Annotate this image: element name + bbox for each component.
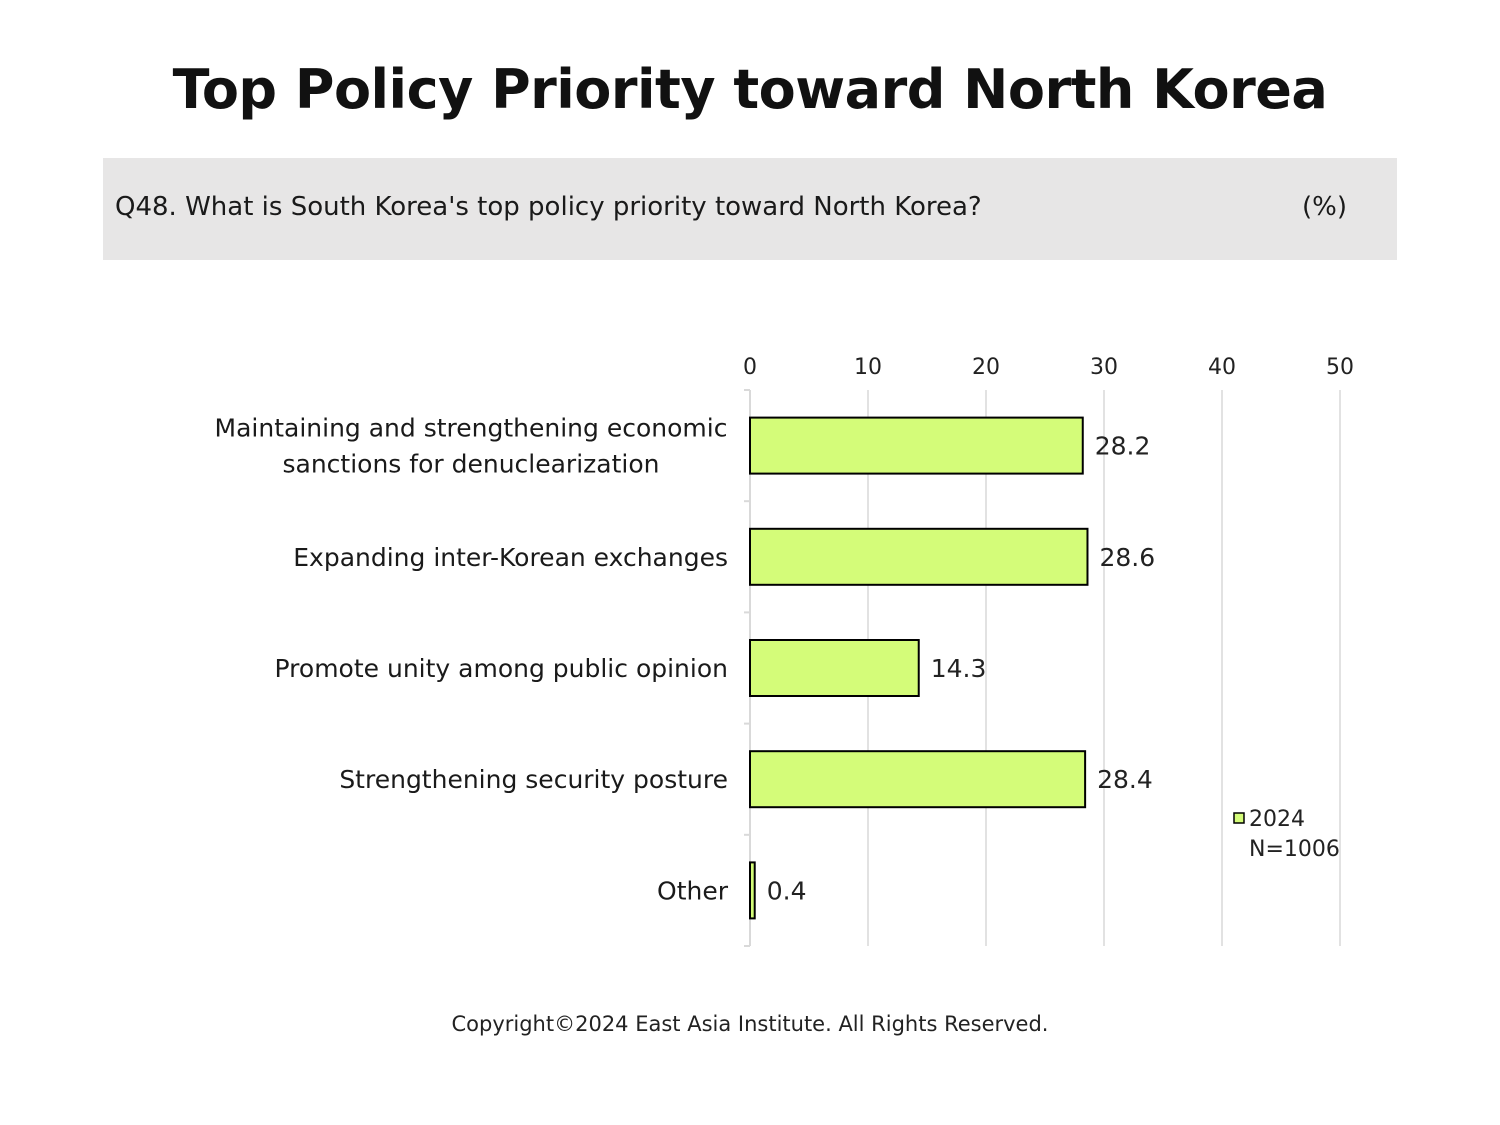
data-label: 28.2 [1095, 432, 1151, 461]
bar [749, 861, 756, 920]
data-label: 28.4 [1097, 765, 1153, 794]
data-label: 14.3 [931, 654, 987, 683]
x-tick-label: 10 [854, 355, 882, 380]
legend-sample-size: N=1006 [1249, 837, 1340, 862]
unit-label: (%) [1302, 192, 1347, 222]
bar [749, 750, 1087, 809]
category-label: sanctions for denuclearization [282, 450, 659, 479]
category-label: Other [657, 876, 729, 905]
x-tick-label: 20 [972, 355, 1000, 380]
question-text: Q48. What is South Korea's top policy pr… [115, 192, 982, 222]
category-label: Strengthening security posture [339, 765, 728, 794]
x-tick-label: 30 [1090, 355, 1118, 380]
category-label: Maintaining and strengthening economic [215, 414, 728, 443]
bar [749, 639, 920, 697]
data-label: 28.6 [1099, 543, 1155, 572]
category-label: Promote unity among public opinion [275, 654, 728, 683]
bar [749, 527, 1089, 586]
bar [749, 416, 1084, 475]
data-label: 0.4 [767, 876, 807, 905]
x-tick-label: 0 [743, 355, 757, 380]
chart-title: Top Policy Priority toward North Korea [172, 58, 1328, 121]
copyright-notice: Copyright©2024 East Asia Institute. All … [451, 1012, 1049, 1036]
x-tick-label: 50 [1326, 355, 1354, 380]
legend-label: 2024 [1249, 807, 1305, 832]
x-tick-label: 40 [1208, 355, 1236, 380]
legend-swatch [1233, 812, 1245, 824]
question-banner: Q48. What is South Korea's top policy pr… [103, 158, 1397, 260]
category-label: Expanding inter-Korean exchanges [293, 543, 728, 572]
